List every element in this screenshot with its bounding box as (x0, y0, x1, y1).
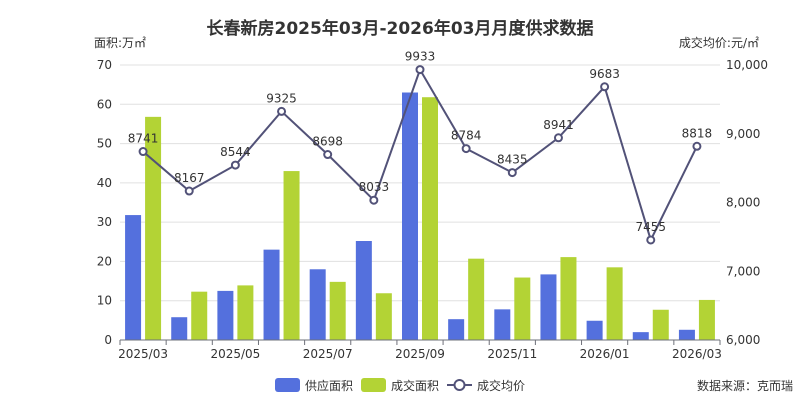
deal-bar[interactable] (145, 116, 162, 340)
price-data-label: 9325 (266, 91, 297, 105)
x-ticks: 2025/03 2025/05 2025/07 2025/09 2025/11 2026/… (118, 340, 722, 361)
price-data-label: 7455 (635, 220, 666, 234)
y-left-tick-label: 30 (97, 215, 112, 229)
deal-bar[interactable] (422, 97, 438, 340)
price-point[interactable] (138, 147, 148, 157)
price-line (138, 65, 702, 245)
price-data-label: 8941 (543, 118, 574, 132)
supply-bar[interactable] (678, 329, 695, 340)
price-data-label: 8741 (128, 132, 159, 146)
supply-bar[interactable] (309, 269, 326, 340)
supply-bar[interactable] (448, 319, 465, 340)
price-data-label: 9683 (589, 67, 620, 81)
supply-bar[interactable] (125, 215, 142, 340)
deal-bar[interactable] (191, 291, 208, 340)
deal-bar[interactable] (560, 257, 577, 340)
supply-bar[interactable] (632, 332, 649, 340)
legend-label-supply: 供应面积 (305, 378, 353, 393)
y-right-axis-label: 成交均价:元/㎡ (679, 35, 759, 50)
x-tick-label: 2026/01 (580, 347, 630, 361)
y-left-tick-label: 20 (97, 254, 112, 268)
y-left-tick-label: 40 (97, 176, 112, 190)
legend-item-deal[interactable]: 成交面积 (361, 378, 439, 393)
y-left-tick-label: 0 (104, 333, 112, 347)
y-right-tick-label: 6,000 (726, 333, 760, 347)
price-data-label: 8033 (359, 180, 390, 194)
deal-bar[interactable] (468, 258, 485, 340)
legend-item-supply[interactable]: 供应面积 (275, 378, 353, 393)
deal-bar[interactable] (606, 267, 623, 340)
supply-bar[interactable] (586, 320, 603, 340)
deal-bar[interactable] (329, 281, 346, 340)
deal-bar[interactable] (283, 171, 300, 340)
price-point[interactable] (692, 141, 702, 151)
deal-bar[interactable] (375, 293, 392, 340)
y-left-tick-label: 50 (97, 137, 112, 151)
legend-label-deal: 成交面积 (391, 378, 439, 393)
supply-bar[interactable] (217, 290, 234, 340)
y-left-ticks: 0 10 20 30 40 50 60 70 (97, 58, 112, 347)
price-point[interactable] (277, 106, 287, 116)
chart-title: 长春新房2025年03月-2026年03月月度供求数据 (207, 18, 594, 39)
price-data-label: 8784 (451, 129, 482, 143)
legend-label-price: 成交均价 (477, 378, 525, 393)
source-note: 数据来源：克而瑞 (697, 378, 793, 393)
deal-bar[interactable] (652, 309, 669, 340)
price-point[interactable] (461, 144, 471, 154)
price-point[interactable] (230, 160, 240, 170)
supply-bar[interactable] (494, 309, 511, 340)
y-right-ticks: 6,000 7,000 8,000 9,000 10,000 (726, 58, 768, 347)
x-tick-label: 2025/05 (210, 347, 260, 361)
y-left-tick-label: 60 (97, 97, 112, 111)
deal-bar[interactable] (698, 299, 715, 340)
price-point[interactable] (184, 186, 194, 196)
deal-bar[interactable] (514, 277, 531, 340)
legend: 供应面积 成交面积 成交均价 (275, 378, 525, 393)
x-tick-label: 2025/09 (395, 347, 445, 361)
price-point[interactable] (369, 195, 379, 205)
grid-lines (120, 64, 720, 302)
price-data-label: 8544 (220, 145, 251, 159)
price-data-label: 8698 (312, 135, 343, 149)
legend-marker-price (453, 379, 466, 391)
price-point[interactable] (323, 150, 333, 160)
deal-bar[interactable] (237, 285, 254, 340)
supply-bar[interactable] (355, 241, 372, 340)
y-left-axis-label: 面积:万㎡ (94, 36, 146, 50)
x-tick-label: 2026/03 (672, 347, 722, 361)
price-data-label: 9933 (405, 50, 436, 64)
y-left-tick-label: 10 (97, 294, 112, 308)
supply-bar[interactable] (171, 317, 188, 340)
legend-swatch-deal (361, 378, 386, 392)
price-point[interactable] (553, 133, 563, 143)
x-tick-label: 2025/03 (118, 347, 168, 361)
x-tick-label: 2025/11 (487, 347, 537, 361)
price-data-label: 8167 (174, 171, 205, 185)
y-right-tick-label: 9,000 (726, 127, 760, 141)
price-point[interactable] (415, 65, 425, 75)
supply-bar[interactable] (402, 92, 418, 341)
legend-item-price[interactable]: 成交均价 (447, 378, 525, 393)
price-labels: 8741 8167 8544 9325 8698 8033 9933 8784 8435 8941… (128, 50, 712, 234)
supply-bar[interactable] (540, 274, 557, 340)
price-point[interactable] (600, 82, 610, 92)
y-right-tick-label: 8,000 (726, 196, 760, 210)
x-tick-label: 2025/07 (303, 347, 353, 361)
legend-swatch-supply (275, 378, 300, 392)
y-left-tick-label: 70 (97, 58, 112, 72)
price-data-label: 8818 (682, 126, 713, 140)
price-point[interactable] (507, 168, 517, 178)
supply-bar[interactable] (263, 249, 280, 340)
price-data-label: 8435 (497, 153, 528, 167)
y-right-tick-label: 7,000 (726, 264, 760, 278)
bars (125, 92, 715, 341)
price-point[interactable] (646, 235, 656, 245)
y-right-tick-label: 10,000 (726, 58, 768, 72)
